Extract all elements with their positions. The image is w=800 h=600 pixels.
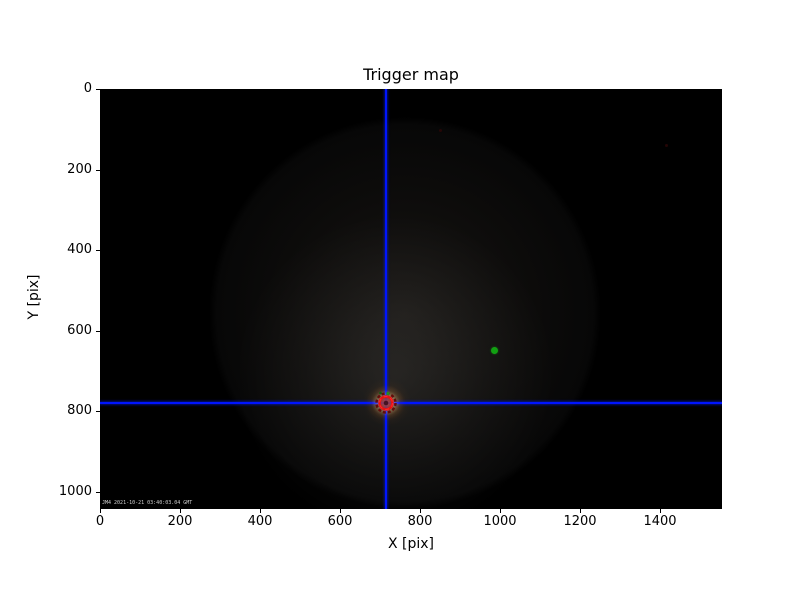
x-tick-mark: [580, 509, 581, 513]
crosshair-vertical-line: [385, 89, 388, 509]
y-tick-label: 800: [67, 403, 92, 419]
crosshair-horizontal-line: [100, 401, 722, 404]
chart-title: Trigger map: [363, 65, 459, 84]
x-tick-label: 1000: [483, 514, 517, 529]
x-tick-mark: [180, 509, 181, 513]
trigger-marker-icon: [375, 391, 398, 414]
y-tick-mark: [96, 169, 100, 171]
y-tick-mark: [96, 330, 100, 332]
x-tick-label: 1400: [643, 514, 677, 529]
x-tick-mark: [260, 509, 261, 513]
x-tick-mark: [420, 509, 421, 513]
y-tick-mark: [96, 411, 100, 413]
timestamp-overlay: JM4 2021-10-21 03:40:03.04 GMT: [102, 500, 193, 506]
x-tick-mark: [660, 509, 661, 513]
y-tick-mark: [96, 89, 100, 90]
y-tick-mark: [96, 250, 100, 252]
x-tick-mark: [340, 509, 341, 513]
y-tick-label: 1000: [58, 484, 92, 500]
secondary-detection-dot: [490, 346, 498, 354]
y-tick-label: 600: [67, 322, 92, 338]
y-tick-label: 200: [67, 161, 92, 177]
x-axis-label: X [pix]: [387, 536, 435, 552]
x-tick-label: 600: [327, 514, 353, 529]
x-tick-mark: [100, 509, 101, 513]
x-tick-label: 200: [167, 514, 193, 529]
x-tick-label: 0: [95, 514, 105, 529]
y-tick-label: 0: [83, 81, 92, 96]
x-tick-mark: [500, 509, 501, 513]
x-tick-label: 1200: [563, 514, 597, 529]
camera-image: JM4 2021-10-21 03:40:03.04 GMT: [100, 89, 722, 509]
x-tick-label: 800: [407, 514, 433, 529]
y-tick-mark: [96, 492, 100, 494]
faint-speck: [438, 128, 442, 132]
faint-speck: [664, 144, 668, 148]
y-tick-label: 400: [67, 242, 92, 258]
x-tick-label: 400: [247, 514, 273, 529]
